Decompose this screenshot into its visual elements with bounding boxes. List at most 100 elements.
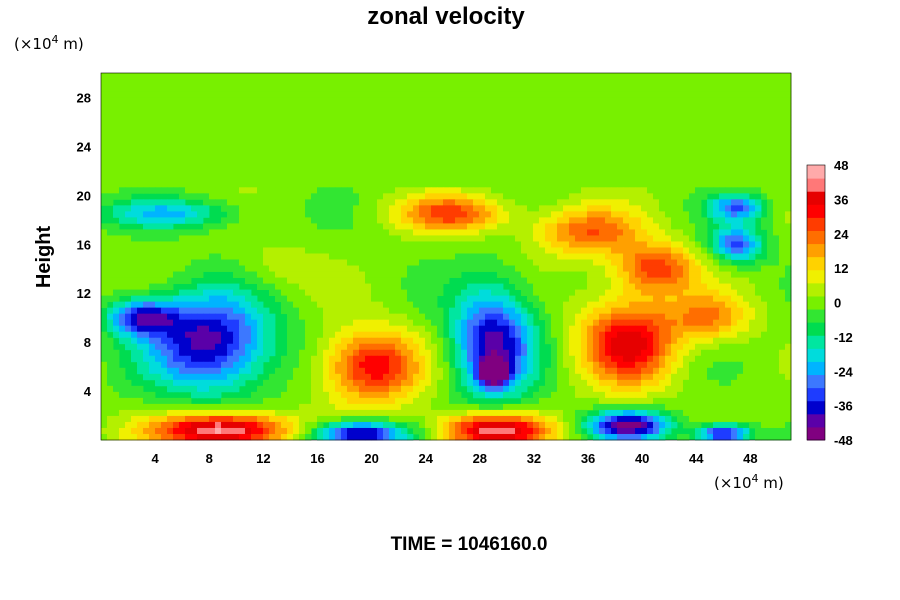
heatmap-cell: [317, 133, 324, 140]
heatmap-cell: [311, 289, 318, 297]
heatmap-cell: [197, 175, 204, 182]
heatmap-cell: [185, 337, 192, 345]
heatmap-cell: [455, 73, 462, 80]
heatmap-cell: [239, 181, 246, 188]
heatmap-cell: [269, 157, 276, 164]
heatmap-cell: [473, 163, 480, 170]
heatmap-cell: [299, 133, 306, 140]
heatmap-cell: [593, 127, 600, 134]
heatmap-cell: [455, 229, 462, 236]
heatmap-cell: [497, 85, 504, 92]
heatmap-cell: [167, 103, 174, 110]
heatmap-cell: [671, 79, 678, 86]
heatmap-cell: [695, 259, 702, 266]
heatmap-cell: [131, 145, 138, 152]
heatmap-cell: [659, 265, 666, 272]
heatmap-cell: [143, 85, 150, 92]
heatmap-cell: [113, 205, 120, 212]
heatmap-cell: [635, 271, 642, 278]
heatmap-cell: [617, 181, 624, 188]
heatmap-cell: [737, 325, 744, 333]
heatmap-cell: [503, 217, 510, 224]
heatmap-cell: [605, 229, 612, 236]
heatmap-cell: [413, 211, 420, 218]
heatmap-cell: [443, 229, 450, 236]
heatmap-cell: [617, 73, 624, 80]
heatmap-cell: [761, 85, 768, 92]
heatmap-cell: [443, 157, 450, 164]
heatmap-cell: [329, 91, 336, 98]
heatmap-cell: [377, 151, 384, 158]
heatmap-cell: [737, 175, 744, 182]
heatmap-cell: [773, 85, 780, 92]
heatmap-cell: [779, 289, 786, 297]
heatmap-cell: [263, 193, 270, 200]
heatmap-cell: [341, 331, 348, 339]
heatmap-cell: [323, 223, 330, 230]
heatmap-cell: [659, 217, 666, 224]
heatmap-cell: [431, 247, 438, 254]
heatmap-cell: [689, 103, 696, 110]
heatmap-cell: [287, 223, 294, 230]
heatmap-cell: [491, 127, 498, 134]
heatmap-cell: [407, 193, 414, 200]
heatmap-cell: [587, 163, 594, 170]
heatmap-cell: [557, 325, 564, 333]
heatmap-cell: [281, 127, 288, 134]
heatmap-cell: [329, 313, 336, 321]
heatmap-cell: [641, 265, 648, 272]
heatmap-cell: [443, 151, 450, 158]
heatmap-cell: [605, 163, 612, 170]
heatmap-cell: [281, 121, 288, 128]
heatmap-cell: [221, 217, 228, 224]
heatmap-cell: [269, 331, 276, 339]
heatmap-cell: [623, 97, 630, 104]
heatmap-cell: [323, 127, 330, 134]
heatmap-cell: [545, 217, 552, 224]
heatmap-cell: [311, 91, 318, 98]
heatmap-cell: [179, 199, 186, 206]
heatmap-cell: [149, 235, 156, 242]
heatmap-cell: [473, 193, 480, 200]
heatmap-cell: [617, 151, 624, 158]
heatmap-cell: [743, 151, 750, 158]
heatmap-cell: [485, 121, 492, 128]
heatmap-cell: [455, 91, 462, 98]
heatmap-cell: [437, 313, 444, 321]
heatmap-cell: [497, 217, 504, 224]
heatmap-cell: [401, 283, 408, 290]
heatmap-cell: [323, 91, 330, 98]
heatmap-cell: [245, 85, 252, 92]
heatmap-cell: [413, 301, 420, 309]
heatmap-cell: [593, 175, 600, 182]
heatmap-cell: [761, 217, 768, 224]
heatmap-cell: [785, 169, 792, 176]
heatmap-cell: [143, 289, 150, 297]
heatmap-cell: [785, 331, 792, 339]
heatmap-cell: [731, 289, 738, 297]
heatmap-cell: [365, 313, 372, 321]
heatmap-cell: [473, 85, 480, 92]
heatmap-cell: [155, 229, 162, 236]
heatmap-cell: [173, 79, 180, 86]
heatmap-cell: [563, 73, 570, 80]
heatmap-cell: [527, 295, 534, 303]
heatmap-cell: [533, 157, 540, 164]
heatmap-cell: [275, 205, 282, 212]
heatmap-cell: [539, 307, 546, 315]
heatmap-cell: [299, 97, 306, 104]
heatmap-cell: [263, 205, 270, 212]
heatmap-cell: [107, 235, 114, 242]
heatmap-cell: [449, 247, 456, 254]
heatmap-cell: [497, 193, 504, 200]
heatmap-cell: [401, 121, 408, 128]
heatmap-cell: [497, 265, 504, 272]
heatmap-cell: [587, 145, 594, 152]
heatmap-cell: [455, 307, 462, 315]
heatmap-cell: [287, 289, 294, 297]
heatmap-cell: [617, 265, 624, 272]
heatmap-cell: [161, 325, 168, 333]
heatmap-cell: [647, 187, 654, 194]
heatmap-cell: [683, 301, 690, 309]
heatmap-cell: [371, 139, 378, 146]
